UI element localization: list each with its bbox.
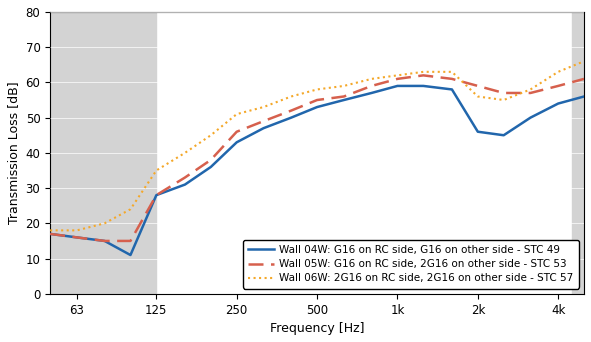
Wall 06W: 2G16 on RC side, 2G16 on other side - STC 57: (1e+03, 62): 2G16 on RC side, 2G16 on other side - ST… [394,73,401,77]
Wall 06W: 2G16 on RC side, 2G16 on other side - STC 57: (500, 58): 2G16 on RC side, 2G16 on other side - ST… [314,88,321,92]
Wall 05W: G16 on RC side, 2G16 on other side - STC 53: (1e+03, 61): G16 on RC side, 2G16 on other side - STC… [394,77,401,81]
Wall 06W: 2G16 on RC side, 2G16 on other side - STC 57: (5e+03, 66): 2G16 on RC side, 2G16 on other side - ST… [580,59,587,63]
Wall 04W: G16 on RC side, G16 on other side - STC 49: (1.25e+03, 59): G16 on RC side, G16 on other side - STC … [420,84,427,88]
Wall 04W: G16 on RC side, G16 on other side - STC 49: (1e+03, 59): G16 on RC side, G16 on other side - STC … [394,84,401,88]
Wall 04W: G16 on RC side, G16 on other side - STC 49: (100, 11): G16 on RC side, G16 on other side - STC … [127,253,134,257]
Wall 06W: 2G16 on RC side, 2G16 on other side - STC 57: (630, 59): 2G16 on RC side, 2G16 on other side - ST… [340,84,348,88]
Wall 05W: G16 on RC side, 2G16 on other side - STC 53: (63, 16): G16 on RC side, 2G16 on other side - STC… [73,235,80,239]
Wall 06W: 2G16 on RC side, 2G16 on other side - STC 57: (2e+03, 56): 2G16 on RC side, 2G16 on other side - ST… [474,94,481,98]
Wall 05W: G16 on RC side, 2G16 on other side - STC 53: (125, 28): G16 on RC side, 2G16 on other side - STC… [153,193,160,197]
Wall 04W: G16 on RC side, G16 on other side - STC 49: (50, 17): G16 on RC side, G16 on other side - STC … [47,232,54,236]
Wall 06W: 2G16 on RC side, 2G16 on other side - STC 57: (3.15e+03, 58): 2G16 on RC side, 2G16 on other side - ST… [527,88,534,92]
Wall 04W: G16 on RC side, G16 on other side - STC 49: (2e+03, 46): G16 on RC side, G16 on other side - STC … [474,130,481,134]
Wall 05W: G16 on RC side, 2G16 on other side - STC 53: (160, 33): G16 on RC side, 2G16 on other side - STC… [181,175,189,180]
Wall 05W: G16 on RC side, 2G16 on other side - STC 53: (400, 52): G16 on RC side, 2G16 on other side - STC… [288,108,295,113]
Wall 06W: 2G16 on RC side, 2G16 on other side - STC 57: (80, 20): 2G16 on RC side, 2G16 on other side - ST… [101,221,108,225]
Wall 05W: G16 on RC side, 2G16 on other side - STC 53: (1.25e+03, 62): G16 on RC side, 2G16 on other side - STC… [420,73,427,77]
Y-axis label: Transmission Loss [dB]: Transmission Loss [dB] [7,81,20,224]
Wall 06W: 2G16 on RC side, 2G16 on other side - STC 57: (250, 51): 2G16 on RC side, 2G16 on other side - ST… [233,112,241,116]
Wall 04W: G16 on RC side, G16 on other side - STC 49: (500, 53): G16 on RC side, G16 on other side - STC … [314,105,321,109]
Line: Wall 06W: 2G16 on RC side, 2G16 on other side - STC 57: Wall 06W: 2G16 on RC side, 2G16 on other… [50,61,584,231]
Wall 04W: G16 on RC side, G16 on other side - STC 49: (80, 15): G16 on RC side, G16 on other side - STC … [101,239,108,243]
Wall 05W: G16 on RC side, 2G16 on other side - STC 53: (100, 15): G16 on RC side, 2G16 on other side - STC… [127,239,134,243]
Wall 04W: G16 on RC side, G16 on other side - STC 49: (315, 47): G16 on RC side, G16 on other side - STC … [260,126,267,130]
Wall 06W: 2G16 on RC side, 2G16 on other side - STC 57: (125, 35): 2G16 on RC side, 2G16 on other side - ST… [153,168,160,172]
Wall 04W: G16 on RC side, G16 on other side - STC 49: (160, 31): G16 on RC side, G16 on other side - STC … [181,183,189,187]
X-axis label: Frequency [Hz]: Frequency [Hz] [270,322,364,335]
Wall 05W: G16 on RC side, 2G16 on other side - STC 53: (630, 56): G16 on RC side, 2G16 on other side - STC… [340,94,348,98]
Wall 06W: 2G16 on RC side, 2G16 on other side - STC 57: (1.25e+03, 63): 2G16 on RC side, 2G16 on other side - ST… [420,70,427,74]
Wall 05W: G16 on RC side, 2G16 on other side - STC 53: (200, 38): G16 on RC side, 2G16 on other side - STC… [207,158,215,162]
Wall 04W: G16 on RC side, G16 on other side - STC 49: (200, 36): G16 on RC side, G16 on other side - STC … [207,165,215,169]
Wall 04W: G16 on RC side, G16 on other side - STC 49: (250, 43): G16 on RC side, G16 on other side - STC … [233,140,241,144]
Legend: Wall 04W: G16 on RC side, G16 on other side - STC 49, Wall 05W: G16 on RC side, : Wall 04W: G16 on RC side, G16 on other s… [243,240,579,289]
Wall 04W: G16 on RC side, G16 on other side - STC 49: (5e+03, 56): G16 on RC side, G16 on other side - STC … [580,94,587,98]
Wall 06W: 2G16 on RC side, 2G16 on other side - STC 57: (315, 53): 2G16 on RC side, 2G16 on other side - ST… [260,105,267,109]
Wall 06W: 2G16 on RC side, 2G16 on other side - STC 57: (50, 18): 2G16 on RC side, 2G16 on other side - ST… [47,228,54,233]
Wall 04W: G16 on RC side, G16 on other side - STC 49: (3.15e+03, 50): G16 on RC side, G16 on other side - STC … [527,116,534,120]
Wall 05W: G16 on RC side, 2G16 on other side - STC 53: (4e+03, 59): G16 on RC side, 2G16 on other side - STC… [554,84,561,88]
Wall 04W: G16 on RC side, G16 on other side - STC 49: (630, 55): G16 on RC side, G16 on other side - STC … [340,98,348,102]
Wall 04W: G16 on RC side, G16 on other side - STC 49: (63, 16): G16 on RC side, G16 on other side - STC … [73,235,80,239]
Bar [572,12,584,294]
Wall 04W: G16 on RC side, G16 on other side - STC 49: (1.6e+03, 58): G16 on RC side, G16 on other side - STC … [449,88,456,92]
Wall 06W: 2G16 on RC side, 2G16 on other side - STC 57: (100, 24): 2G16 on RC side, 2G16 on other side - ST… [127,207,134,211]
Wall 05W: G16 on RC side, 2G16 on other side - STC 53: (2e+03, 59): G16 on RC side, 2G16 on other side - STC… [474,84,481,88]
Wall 06W: 2G16 on RC side, 2G16 on other side - STC 57: (63, 18): 2G16 on RC side, 2G16 on other side - ST… [73,228,80,233]
Wall 04W: G16 on RC side, G16 on other side - STC 49: (2.5e+03, 45): G16 on RC side, G16 on other side - STC … [500,133,507,137]
Wall 05W: G16 on RC side, 2G16 on other side - STC 53: (500, 55): G16 on RC side, 2G16 on other side - STC… [314,98,321,102]
Wall 05W: G16 on RC side, 2G16 on other side - STC 53: (5e+03, 61): G16 on RC side, 2G16 on other side - STC… [580,77,587,81]
Wall 05W: G16 on RC side, 2G16 on other side - STC 53: (50, 17): G16 on RC side, 2G16 on other side - STC… [47,232,54,236]
Wall 04W: G16 on RC side, G16 on other side - STC 49: (800, 57): G16 on RC side, G16 on other side - STC … [368,91,375,95]
Line: Wall 05W: G16 on RC side, 2G16 on other side - STC 53: Wall 05W: G16 on RC side, 2G16 on other … [50,75,584,241]
Wall 06W: 2G16 on RC side, 2G16 on other side - STC 57: (1.6e+03, 63): 2G16 on RC side, 2G16 on other side - ST… [449,70,456,74]
Wall 05W: G16 on RC side, 2G16 on other side - STC 53: (1.6e+03, 61): G16 on RC side, 2G16 on other side - STC… [449,77,456,81]
Bar [50,12,157,294]
Wall 06W: 2G16 on RC side, 2G16 on other side - STC 57: (800, 61): 2G16 on RC side, 2G16 on other side - ST… [368,77,375,81]
Wall 06W: 2G16 on RC side, 2G16 on other side - STC 57: (2.5e+03, 55): 2G16 on RC side, 2G16 on other side - ST… [500,98,507,102]
Wall 05W: G16 on RC side, 2G16 on other side - STC 53: (250, 46): G16 on RC side, 2G16 on other side - STC… [233,130,241,134]
Wall 05W: G16 on RC side, 2G16 on other side - STC 53: (315, 49): G16 on RC side, 2G16 on other side - STC… [260,119,267,123]
Wall 06W: 2G16 on RC side, 2G16 on other side - STC 57: (160, 40): 2G16 on RC side, 2G16 on other side - ST… [181,151,189,155]
Wall 05W: G16 on RC side, 2G16 on other side - STC 53: (80, 15): G16 on RC side, 2G16 on other side - STC… [101,239,108,243]
Wall 04W: G16 on RC side, G16 on other side - STC 49: (125, 28): G16 on RC side, G16 on other side - STC … [153,193,160,197]
Wall 06W: 2G16 on RC side, 2G16 on other side - STC 57: (4e+03, 63): 2G16 on RC side, 2G16 on other side - ST… [554,70,561,74]
Wall 06W: 2G16 on RC side, 2G16 on other side - STC 57: (400, 56): 2G16 on RC side, 2G16 on other side - ST… [288,94,295,98]
Wall 06W: 2G16 on RC side, 2G16 on other side - STC 57: (200, 45): 2G16 on RC side, 2G16 on other side - ST… [207,133,215,137]
Wall 05W: G16 on RC side, 2G16 on other side - STC 53: (2.5e+03, 57): G16 on RC side, 2G16 on other side - STC… [500,91,507,95]
Wall 04W: G16 on RC side, G16 on other side - STC 49: (4e+03, 54): G16 on RC side, G16 on other side - STC … [554,102,561,106]
Line: Wall 04W: G16 on RC side, G16 on other side - STC 49: Wall 04W: G16 on RC side, G16 on other s… [50,86,584,255]
Wall 04W: G16 on RC side, G16 on other side - STC 49: (400, 50): G16 on RC side, G16 on other side - STC … [288,116,295,120]
Wall 05W: G16 on RC side, 2G16 on other side - STC 53: (3.15e+03, 57): G16 on RC side, 2G16 on other side - STC… [527,91,534,95]
Wall 05W: G16 on RC side, 2G16 on other side - STC 53: (800, 59): G16 on RC side, 2G16 on other side - STC… [368,84,375,88]
